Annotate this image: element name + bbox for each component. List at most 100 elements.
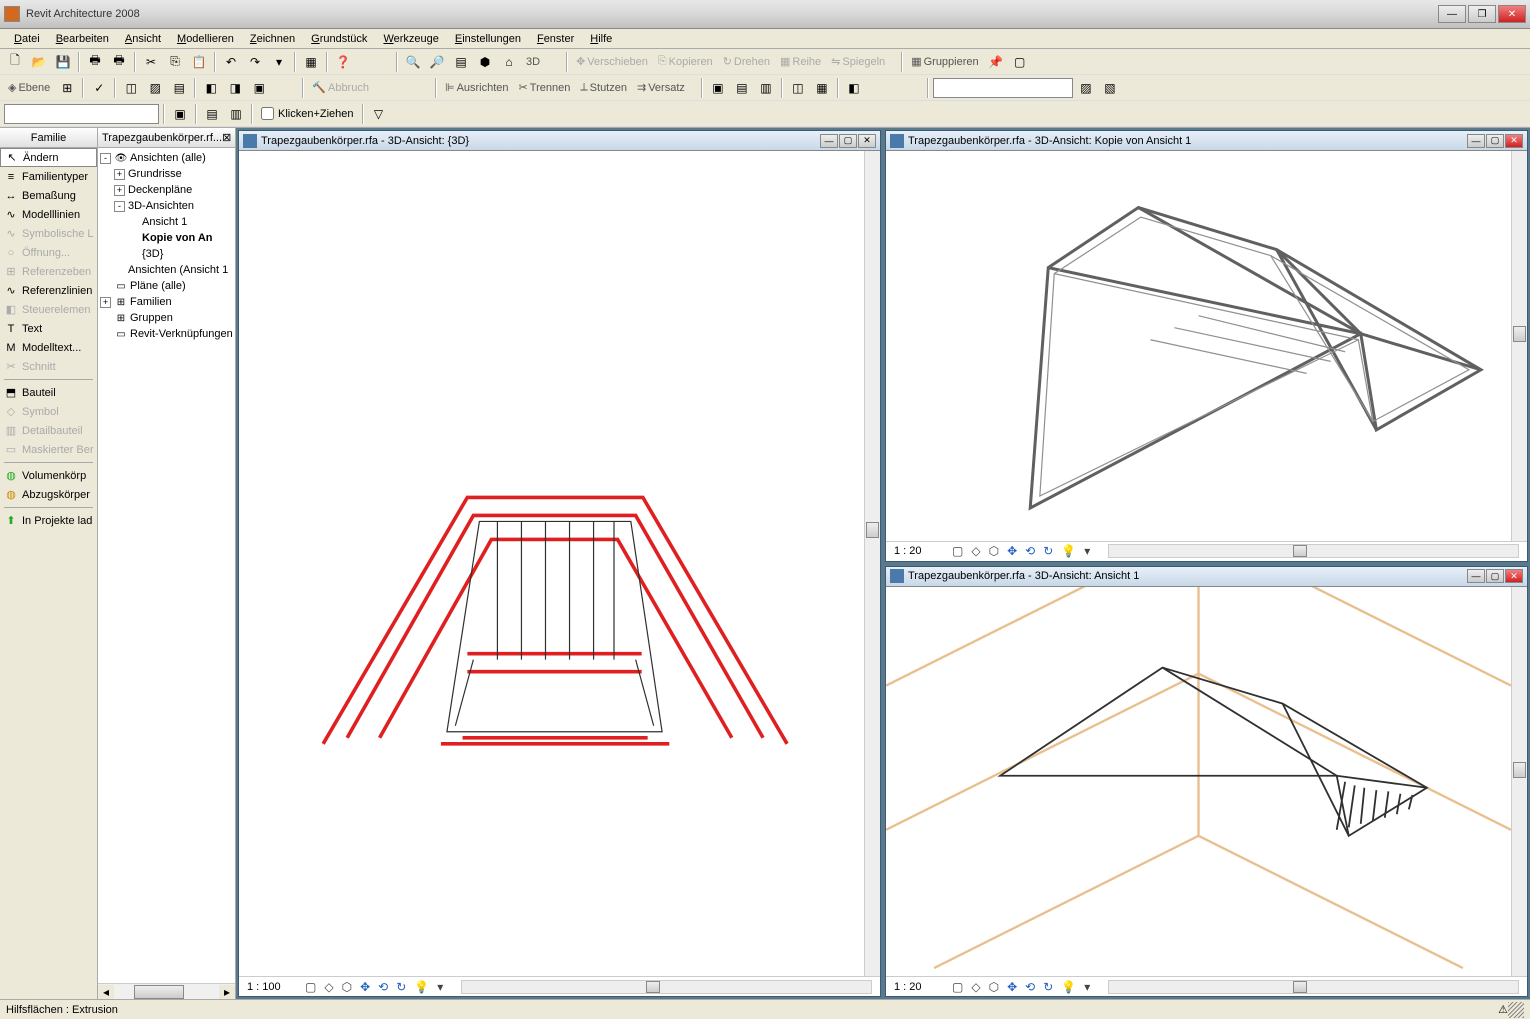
t1-button[interactable]: ◫: [120, 77, 142, 99]
tool2-button[interactable]: ▢: [1009, 51, 1031, 73]
vp2-scale[interactable]: 1 : 20: [894, 981, 944, 993]
vp1-ctrl3[interactable]: ⬡: [989, 544, 999, 558]
menu-grundstück[interactable]: Grundstück: [303, 31, 375, 47]
minimize-button[interactable]: —: [1438, 5, 1466, 23]
versatz-button[interactable]: ⇉ Versatz: [633, 81, 689, 94]
sidebar-item-abzugskrper[interactable]: ◍Abzugskörper: [0, 485, 97, 504]
vp3-scale[interactable]: 1 : 100: [247, 981, 297, 993]
vp1-max-button[interactable]: ▢: [1486, 134, 1504, 148]
pin-button[interactable]: 📌: [985, 51, 1007, 73]
tree-tab-close-icon[interactable]: ⊠: [222, 131, 231, 144]
t3-button[interactable]: ▤: [168, 77, 190, 99]
tree-node[interactable]: +Grundrisse: [100, 166, 233, 182]
vp2-ctrl7[interactable]: 💡: [1061, 980, 1076, 994]
vp2-max-button[interactable]: ▢: [1486, 569, 1504, 583]
help-button[interactable]: ❓: [332, 51, 354, 73]
reihe-button[interactable]: ▦ Reihe: [776, 55, 825, 68]
paste-button[interactable]: 📋: [188, 51, 210, 73]
vp2-vscroll[interactable]: [1511, 587, 1527, 977]
g5-button[interactable]: ▦: [811, 77, 833, 99]
menu-modellieren[interactable]: Modellieren: [169, 31, 242, 47]
vp1-ctrl6[interactable]: ↻: [1043, 544, 1053, 558]
vp2-ctrl6[interactable]: ↻: [1043, 980, 1053, 994]
ebene-button[interactable]: ◈ Ebene: [4, 81, 54, 94]
vp2-hscroll[interactable]: [1108, 980, 1519, 994]
vp3-max-button[interactable]: ▢: [839, 134, 857, 148]
filter-button[interactable]: ▽: [368, 103, 390, 125]
vp1-canvas[interactable]: [886, 151, 1511, 541]
close-button[interactable]: ✕: [1498, 5, 1526, 23]
tree-node[interactable]: -👁Ansichten (alle): [100, 150, 233, 166]
sidebar-item-bemaung[interactable]: ↔Bemaßung: [0, 186, 97, 205]
vp1-ctrl8[interactable]: ▾: [1084, 544, 1090, 558]
t5-button[interactable]: ◨: [224, 77, 246, 99]
vp3-canvas[interactable]: [239, 151, 864, 976]
tree-node[interactable]: +⊞Familien: [100, 294, 233, 310]
view-button[interactable]: ▤: [450, 51, 472, 73]
tree-node[interactable]: Ansicht 1: [100, 214, 233, 230]
print-preview-button[interactable]: 🖶: [108, 51, 130, 73]
g4-button[interactable]: ◫: [787, 77, 809, 99]
p3-button[interactable]: ▥: [225, 103, 247, 125]
menu-einstellungen[interactable]: Einstellungen: [447, 31, 529, 47]
maximize-button[interactable]: ❐: [1468, 5, 1496, 23]
sidebar-item-modelllinien[interactable]: ∿Modelllinien: [0, 205, 97, 224]
sidebar-item-symbolischel[interactable]: ∿Symbolische L: [0, 224, 97, 243]
vp3-ctrl5[interactable]: ⟲: [378, 980, 388, 994]
menu-ansicht[interactable]: Ansicht: [117, 31, 169, 47]
sidebar-item-detailbauteil[interactable]: ▥Detailbauteil: [0, 421, 97, 440]
vp3-ctrl1[interactable]: ▢: [305, 980, 316, 994]
menu-hilfe[interactable]: Hilfe: [582, 31, 620, 47]
zoom-button[interactable]: 🔎: [426, 51, 448, 73]
klicken-check[interactable]: Klicken+Ziehen: [257, 107, 358, 120]
ausrichten-button[interactable]: ⊫ Ausrichten: [441, 81, 513, 94]
vp3-hscroll[interactable]: [461, 980, 872, 994]
new-button[interactable]: 🗋: [4, 51, 26, 73]
tool-button[interactable]: ▦: [300, 51, 322, 73]
drehen-button[interactable]: ↻ Drehen: [719, 55, 774, 68]
vp3-close-button[interactable]: ✕: [858, 134, 876, 148]
vp1-hscroll[interactable]: [1108, 544, 1519, 558]
vp1-vscroll[interactable]: [1511, 151, 1527, 541]
sidebar-item-ndern[interactable]: ↖Ändern: [0, 148, 97, 167]
t6-button[interactable]: ▣: [248, 77, 270, 99]
vp3-ctrl8[interactable]: ▾: [437, 980, 443, 994]
vp1-ctrl4[interactable]: ✥: [1007, 544, 1017, 558]
tree-node[interactable]: +Deckenpläne: [100, 182, 233, 198]
tree-node[interactable]: -3D-Ansichten: [100, 198, 233, 214]
vp1-ctrl5[interactable]: ⟲: [1025, 544, 1035, 558]
menu-datei[interactable]: Datei: [6, 31, 48, 47]
vp3-ctrl2[interactable]: ◇: [324, 980, 333, 994]
type-combo[interactable]: [4, 104, 159, 124]
f2-button[interactable]: ▧: [1099, 77, 1121, 99]
tree-toggle-icon[interactable]: +: [100, 297, 111, 308]
save-button[interactable]: 💾: [52, 51, 74, 73]
vp2-ctrl8[interactable]: ▾: [1084, 980, 1090, 994]
copy-button[interactable]: ⎘: [164, 51, 186, 73]
menu-fenster[interactable]: Fenster: [529, 31, 582, 47]
vp1-min-button[interactable]: —: [1467, 134, 1485, 148]
tree-node[interactable]: ▭Revit-Verknüpfungen: [100, 326, 233, 342]
vp2-titlebar[interactable]: Trapezgaubenkörper.rfa - 3D-Ansicht: Ans…: [886, 567, 1527, 587]
vp2-ctrl1[interactable]: ▢: [952, 980, 963, 994]
sidebar-item-symbol[interactable]: ◇Symbol: [0, 402, 97, 421]
tree-node[interactable]: {3D}: [100, 246, 233, 262]
klicken-checkbox[interactable]: [261, 107, 274, 120]
tree-hscroll[interactable]: ◂ ▸: [98, 983, 235, 999]
t4-button[interactable]: ◧: [200, 77, 222, 99]
g2-button[interactable]: ▤: [731, 77, 753, 99]
vp3-ctrl3[interactable]: ⬡: [342, 980, 352, 994]
verschieben-button[interactable]: ✥ Verschieben: [572, 55, 652, 68]
gruppieren-button[interactable]: ▦ Gruppieren: [907, 55, 982, 68]
g3-button[interactable]: ▥: [755, 77, 777, 99]
tree-toggle-icon[interactable]: -: [114, 201, 125, 212]
vp1-ctrl7[interactable]: 💡: [1061, 544, 1076, 558]
kopieren-button[interactable]: ⎘ Kopieren: [654, 55, 717, 68]
sidebar-item-referenzlinien[interactable]: ∿Referenzlinien: [0, 281, 97, 300]
g6-button[interactable]: ◧: [843, 77, 865, 99]
home-button[interactable]: ⌂: [498, 51, 520, 73]
tree-node[interactable]: ⊞Gruppen: [100, 310, 233, 326]
vp3-min-button[interactable]: —: [820, 134, 838, 148]
sidebar-item-bauteil[interactable]: ⬒Bauteil: [0, 383, 97, 402]
redo-button[interactable]: ↷: [244, 51, 266, 73]
